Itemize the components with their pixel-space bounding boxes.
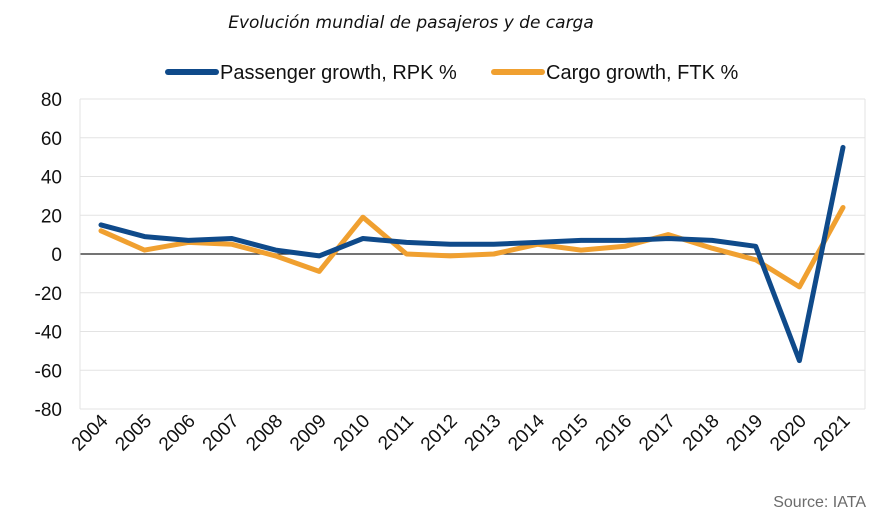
x-tick-label: 2008 — [242, 411, 287, 456]
x-tick-label: 2017 — [635, 411, 680, 456]
y-axis: 80 60 40 20 0 -20 -40 -60 -80 — [35, 90, 62, 421]
gridlines — [79, 98, 866, 410]
y-tick-label: -40 — [35, 323, 62, 344]
series-layer — [98, 144, 846, 364]
x-tick-label: 2007 — [199, 411, 244, 456]
x-tick-label: 2005 — [111, 411, 156, 456]
x-tick-label: 2009 — [286, 411, 331, 456]
y-tick-label: 40 — [41, 168, 62, 189]
x-tick-label: 2021 — [810, 411, 855, 456]
y-tick-label: 60 — [41, 129, 62, 150]
series-line — [98, 205, 846, 290]
y-tick-label: 20 — [41, 206, 62, 227]
x-tick-label: 2018 — [679, 411, 724, 456]
x-tick-label: 2004 — [68, 410, 113, 455]
x-tick-label: 2011 — [374, 411, 418, 455]
x-tick-label: 2014 — [504, 410, 549, 455]
x-tick-label: 2010 — [330, 411, 375, 456]
y-tick-label: -60 — [35, 361, 62, 382]
x-tick-label: 2015 — [548, 411, 593, 456]
series-line — [98, 144, 846, 364]
legend: Passenger growth, RPK % Cargo growth, FTK… — [165, 62, 739, 84]
y-tick-label: -80 — [35, 400, 62, 421]
chart-title: Evolución mundial de pasajeros y de carg… — [228, 13, 594, 33]
source-note: Source: IATA — [773, 494, 866, 511]
x-tick-label: 2019 — [722, 411, 767, 456]
x-tick-label: 2013 — [461, 411, 506, 456]
x-tick-label: 2020 — [766, 411, 811, 456]
x-tick-label: 2006 — [155, 411, 200, 456]
y-tick-label: 0 — [51, 245, 62, 266]
y-tick-label: 80 — [41, 90, 62, 111]
x-tick-label: 2016 — [592, 411, 637, 456]
y-tick-label: -20 — [35, 284, 62, 305]
legend-label: Passenger growth, RPK % — [220, 62, 457, 84]
x-tick-label: 2012 — [417, 411, 462, 456]
legend-label: Cargo growth, FTK % — [546, 62, 739, 84]
